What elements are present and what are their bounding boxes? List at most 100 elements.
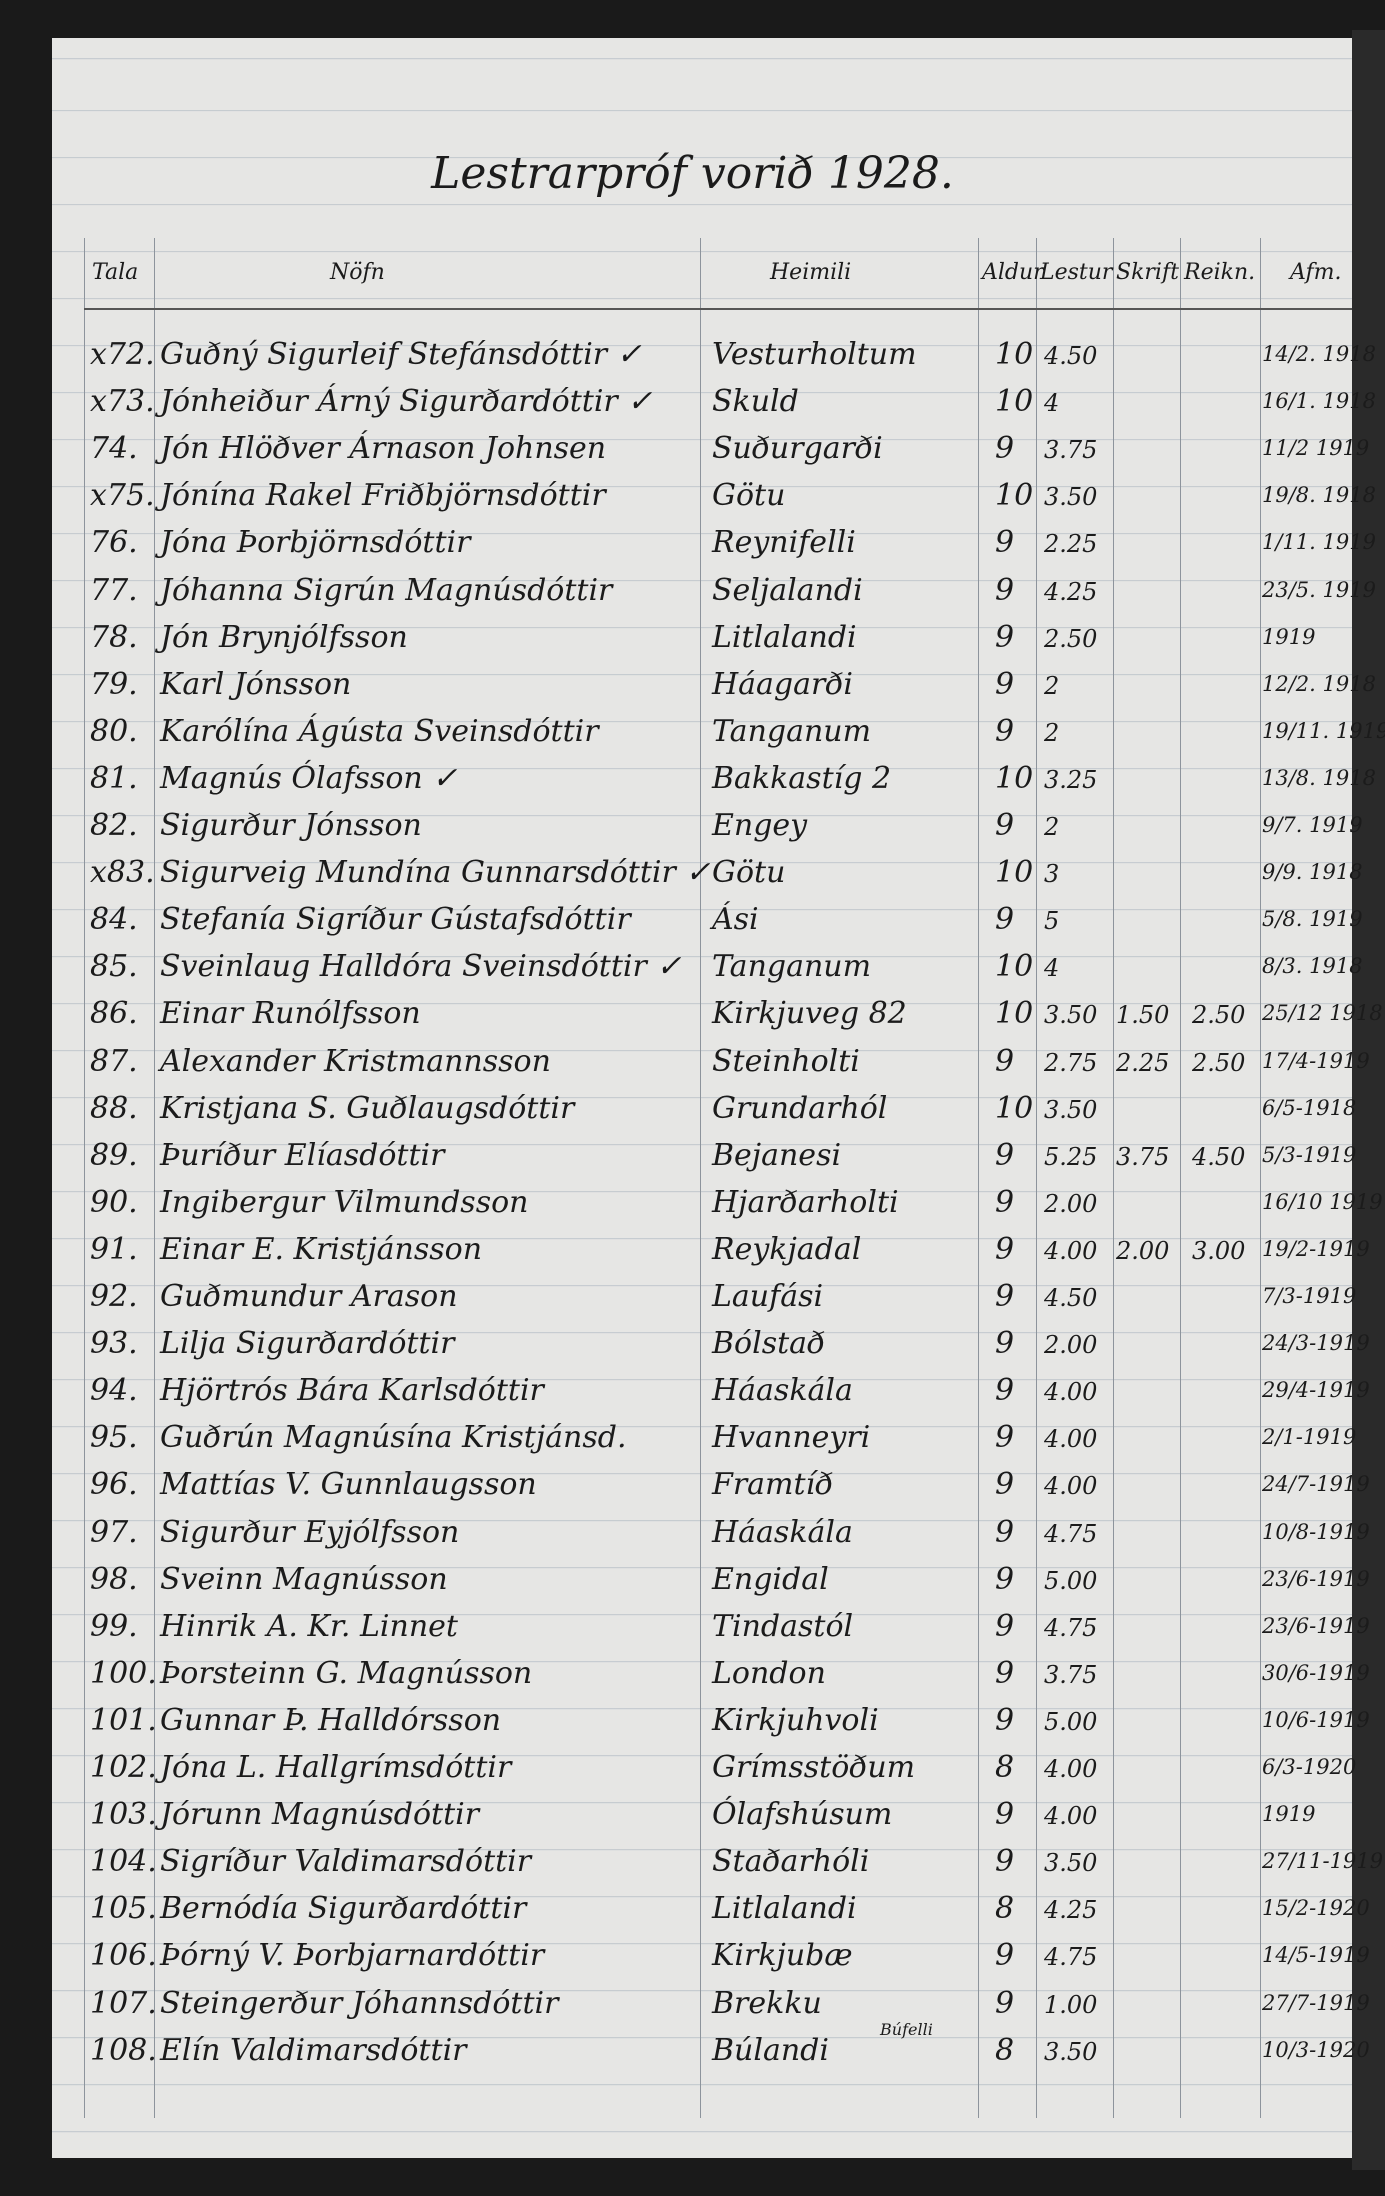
birth-date: 5/8. 1919 (1262, 907, 1363, 932)
birth-date: 5/3-1919 (1262, 1142, 1357, 1167)
birth-date: 6/5-1918 (1262, 1095, 1357, 1120)
birth-date: 19/2-1919 (1262, 1236, 1370, 1261)
row-number: 80. (90, 713, 138, 749)
row-number: 78. (90, 619, 138, 655)
reading-score: 4.75 (1044, 1519, 1098, 1548)
student-name: Þuríður Elíasdóttir (160, 1137, 445, 1173)
reading-score: 2.00 (1044, 1331, 1098, 1360)
column-rule (1260, 238, 1261, 2118)
reading-score: 5.25 (1044, 1142, 1098, 1171)
home: Tanganum (712, 949, 872, 985)
home: Ási (712, 902, 759, 938)
age: 9 (995, 713, 1015, 749)
reading-score: 4.00 (1044, 1378, 1098, 1407)
home: Götu (712, 478, 786, 514)
home: Ólafshúsum (712, 1797, 893, 1833)
page-edge (1352, 30, 1385, 2170)
reading-score: 2.75 (1044, 1048, 1098, 1077)
home: Kirkjuhvoli (712, 1702, 879, 1738)
home: Háaskála (712, 1514, 853, 1550)
student-name: Guðmundur Arason (160, 1279, 458, 1314)
age: 9 (995, 1985, 1015, 2021)
row-number: 74. (90, 431, 138, 467)
student-name: Sveinlaug Halldóra Sveinsdóttir ✓ (160, 949, 682, 985)
row-number: 103. (90, 1797, 157, 1833)
age: 9 (995, 1514, 1015, 1550)
birth-date: 11/2 1919 (1262, 436, 1370, 461)
row-number: 106. (90, 1938, 157, 1974)
student-name: Þórný V. Þorbjarnardóttir (160, 1938, 545, 1974)
column-header: Reikn. (1184, 260, 1256, 285)
column-header: Tala (92, 260, 139, 285)
student-name: Magnús Ólafsson ✓ (160, 760, 458, 796)
home: Grímsstöðum (712, 1750, 916, 1785)
column-rule (84, 238, 85, 2118)
age: 9 (995, 1844, 1015, 1880)
student-name: Sigurveig Mundína Gunnarsdóttir ✓ (160, 855, 711, 891)
home: Reykjadal (712, 1231, 862, 1267)
age: 9 (995, 666, 1015, 702)
reading-score: 3.50 (1044, 1095, 1098, 1124)
column-rule (700, 238, 701, 2118)
age: 8 (995, 1891, 1015, 1927)
row-number: 97. (90, 1514, 138, 1550)
column-rule (154, 238, 155, 2118)
home: Háaskála (712, 1373, 853, 1409)
birth-date: 10/3-1920 (1262, 2037, 1370, 2062)
home: Kirkjuveg 82 (712, 996, 907, 1032)
age: 10 (995, 996, 1034, 1032)
student-name: Hjörtrós Bára Karlsdóttir (160, 1373, 544, 1409)
column-header: Skrift (1116, 260, 1179, 285)
student-name: Einar E. Kristjánsson (160, 1231, 483, 1267)
row-number: x73. (90, 384, 155, 420)
column-rule (1113, 238, 1114, 2118)
row-number: 76. (90, 525, 138, 561)
row-number: 89. (90, 1137, 138, 1173)
birth-date: 14/5-1919 (1262, 1943, 1370, 1968)
age: 9 (995, 1561, 1015, 1597)
writing-score: 2.25 (1116, 1048, 1170, 1077)
home: Brekku (712, 1985, 822, 2021)
column-header: Heimili (770, 260, 852, 285)
birth-date: 14/2. 1918 (1262, 342, 1376, 366)
column-rule (978, 238, 979, 2118)
row-number: 92. (90, 1279, 138, 1314)
reading-score: 4.00 (1044, 1472, 1098, 1501)
student-name: Þorsteinn G. Magnússon (160, 1655, 533, 1691)
age: 9 (995, 572, 1015, 608)
home-note: Búfelli (880, 2019, 933, 2039)
age: 9 (995, 1420, 1015, 1456)
age: 9 (995, 902, 1015, 938)
birth-date: 23/5. 1919 (1262, 577, 1376, 602)
student-name: Alexander Kristmannsson (160, 1043, 551, 1079)
row-number: 93. (90, 1326, 138, 1362)
column-rule (1180, 238, 1181, 2118)
ledger-paper (52, 38, 1352, 2158)
row-number: 99. (90, 1608, 138, 1644)
row-number: 81. (90, 760, 138, 796)
arithmetic-score: 3.00 (1192, 1236, 1246, 1265)
age: 9 (995, 1326, 1015, 1362)
row-number: x75. (90, 478, 155, 514)
home: Litlalandi (712, 1891, 857, 1927)
student-name: Guðný Sigurleif Stefánsdóttir ✓ (160, 337, 642, 372)
age: 9 (995, 1608, 1015, 1644)
row-number: 94. (90, 1373, 138, 1409)
birth-date: 24/3-1919 (1262, 1331, 1370, 1356)
age: 10 (995, 337, 1034, 372)
student-name: Sveinn Magnússon (160, 1561, 448, 1597)
reading-score: 3.50 (1044, 1849, 1098, 1878)
column-header: Afm. (1290, 260, 1342, 285)
reading-score: 3 (1044, 860, 1060, 889)
row-number: 104. (90, 1844, 157, 1880)
birth-date: 9/9. 1918 (1262, 860, 1363, 885)
row-number: 90. (90, 1184, 138, 1220)
row-number: 107. (90, 1985, 157, 2021)
home: Götu (712, 855, 786, 891)
student-name: Jónheiður Árný Sigurðardóttir ✓ (160, 384, 653, 420)
column-rule (1036, 238, 1037, 2118)
column-header: Nöfn (330, 260, 385, 285)
row-number: 91. (90, 1231, 138, 1267)
birth-date: 9/7. 1919 (1262, 813, 1363, 837)
